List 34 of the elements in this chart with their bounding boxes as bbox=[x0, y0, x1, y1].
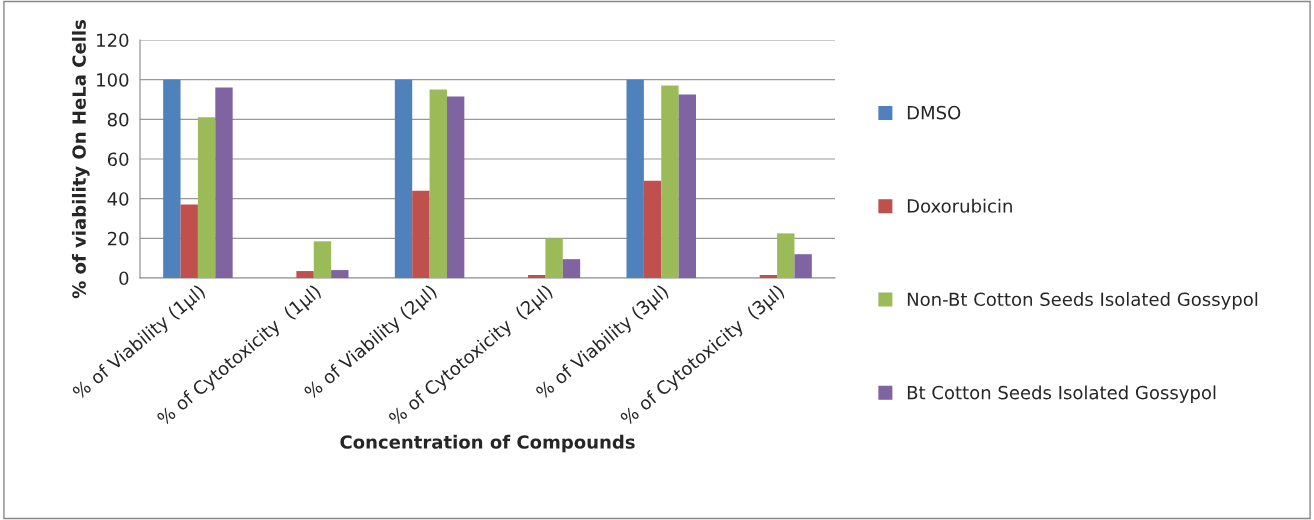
legend-label: Non-Bt Cotton Seeds Isolated Gossypol bbox=[907, 292, 1258, 310]
bar bbox=[215, 87, 233, 278]
bar bbox=[394, 79, 413, 278]
bar bbox=[313, 241, 332, 278]
bar bbox=[678, 94, 696, 278]
y-axis-title: % of viability On HeLa Cells bbox=[71, 20, 90, 299]
bar bbox=[794, 254, 812, 278]
y-tick-label: 120 bbox=[97, 33, 129, 48]
bar bbox=[163, 79, 181, 278]
bar bbox=[643, 180, 662, 278]
y-tick-label: 60 bbox=[107, 152, 129, 167]
bar bbox=[528, 275, 546, 278]
bar bbox=[562, 259, 581, 278]
bar bbox=[197, 117, 216, 278]
legend-label: DMSO bbox=[907, 105, 961, 120]
y-tick-label: 40 bbox=[107, 192, 129, 206]
bar bbox=[296, 271, 314, 278]
bar bbox=[446, 96, 465, 278]
bar bbox=[331, 270, 349, 278]
y-tick-label: 80 bbox=[107, 112, 129, 127]
bar bbox=[429, 89, 447, 278]
bar bbox=[180, 204, 198, 278]
x-axis-title: Concentration of Compounds bbox=[340, 434, 635, 453]
bar bbox=[626, 79, 644, 278]
bar bbox=[412, 190, 430, 278]
legend-label: Doxorubicin bbox=[907, 198, 1012, 213]
bar bbox=[545, 238, 563, 278]
y-tick-label: 0 bbox=[119, 271, 129, 286]
legend-label: Bt Cotton Seeds Isolated Gossypol bbox=[907, 385, 1216, 403]
y-tick-label: 20 bbox=[107, 231, 129, 246]
y-tick-label: 100 bbox=[97, 73, 129, 87]
bar bbox=[661, 85, 679, 278]
bar bbox=[777, 233, 795, 278]
bar bbox=[759, 275, 778, 278]
